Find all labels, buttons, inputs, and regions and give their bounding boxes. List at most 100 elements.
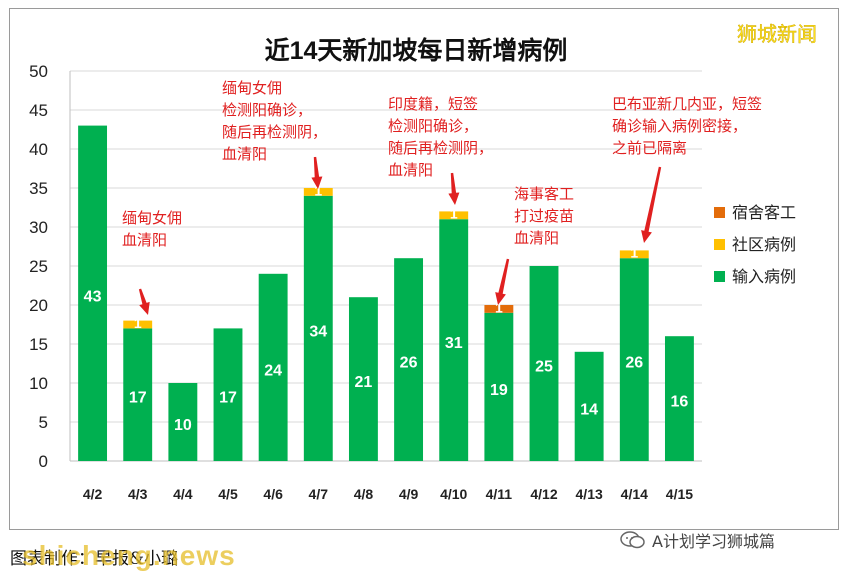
legend-label: 输入病例 [732,267,796,286]
y-tick-label: 0 [39,452,48,471]
bar-community [439,211,469,220]
annotation-arrow [138,288,150,315]
x-tick-label: 4/15 [666,486,693,502]
annotation-text: 血清阳 [514,229,559,247]
annotation-text: 检测阳确诊， [222,101,312,119]
annotation-arrow [448,172,460,205]
data-label: 14 [580,401,598,418]
y-tick-label: 40 [29,140,48,159]
x-tick-label: 4/7 [309,486,329,502]
y-tick-label: 30 [29,218,48,237]
chart-frame: 近14天新加坡每日新增病例 狮城新闻 0 5 10 15 20 25 30 35 40 45 50 … [9,8,839,530]
annotation-arrow [495,258,510,305]
bar-imported [213,328,243,461]
bar-imported [78,125,108,461]
annotation-text: 海事客工 [514,185,574,203]
data-label: 1 [630,245,638,261]
bar-imported [348,297,378,461]
y-tick-label: 5 [39,413,48,432]
x-tick-label: 4/3 [128,486,148,502]
bar-community [303,188,333,196]
y-axis: 0 5 10 15 20 25 30 35 40 45 50 [29,62,702,471]
wechat-account-name: A计划学习狮城篇 [652,532,775,551]
annotation-text: 巴布亚新几内亚，短签 [612,95,762,113]
data-label: 25 [535,359,553,376]
bar-imported [303,195,333,462]
data-label: 24 [264,362,282,379]
data-label: 17 [129,390,147,407]
x-tick-label: 4/5 [218,486,238,502]
data-label: 1 [134,315,142,331]
x-tick-label: 4/2 [83,486,103,502]
annotation-text: 之前已隔离 [612,139,687,157]
data-label: 21 [355,374,373,391]
annotation-text: 血清阳 [222,145,267,163]
data-label: 1 [450,206,458,222]
annotations: 缅甸女佣血清阳缅甸女佣检测阳确诊，随后再检测阴，血清阳印度籍，短签检测阳确诊，随… [122,79,762,315]
x-tick-label: 4/9 [399,486,419,502]
bar-imported [123,328,153,461]
bar-imported [529,266,559,461]
bar-dorm [484,305,514,313]
chart-title: 近14天新加坡每日新增病例 [265,36,568,65]
annotation-arrow [311,156,323,189]
wechat-account: A计划学习狮城篇 [620,528,775,552]
x-tick-label: 4/13 [576,486,603,502]
annotation-text: 缅甸女佣 [222,79,282,97]
x-tick-label: 4/14 [621,486,648,502]
bar-imported [258,273,288,461]
bar-imported [394,258,424,461]
site-watermark: shicheng.news [22,540,236,571]
y-tick-label: 10 [29,374,48,393]
y-tick-label: 15 [29,335,48,354]
legend-swatch [714,239,725,250]
bars: 43 17 1 10 17 24 34 1 21 26 31 1 19 1 25 14 26 1 16 [78,125,694,462]
data-label: 19 [490,382,508,399]
y-tick-label: 20 [29,296,48,315]
x-tick-label: 4/11 [486,486,513,502]
legend-swatch [714,207,725,218]
data-label: 10 [174,417,192,434]
bar-imported [574,351,604,461]
annotation-text: 打过疫苗 [514,207,574,225]
bar-imported [168,383,198,461]
data-label: 26 [625,355,643,372]
footer-credit: 图表制作：早报&小璐 [10,549,179,569]
annotation-text: 血清阳 [122,231,167,249]
x-tick-label: 4/6 [263,486,283,502]
x-axis: 4/2 4/3 4/4 4/5 4/6 4/7 4/8 4/9 4/10 4/11 4/12 4/13… [83,486,693,502]
annotation-text: 印度籍，短签 [388,95,478,113]
data-label: 16 [671,394,689,411]
y-tick-label: 35 [29,179,48,198]
data-label: 17 [219,390,237,407]
data-label: 34 [309,323,327,340]
bar-community [619,250,649,259]
y-tick-label: 45 [29,101,48,120]
bar-imported [664,336,694,461]
x-tick-label: 4/12 [530,486,557,502]
brand-logo-text: 狮城新闻 [737,22,817,46]
x-tick-label: 4/10 [440,486,467,502]
data-label: 43 [84,288,102,305]
data-label: 26 [400,355,418,372]
legend-label: 社区病例 [732,235,796,254]
bar-imported [619,258,649,461]
annotation-text: 血清阳 [388,161,433,179]
annotation-text: 随后再检测阴， [222,123,327,141]
y-tick-label: 50 [29,62,48,81]
annotation-text: 检测阳确诊， [388,117,478,135]
annotation-text: 随后再检测阴， [388,139,493,157]
bar-imported [484,312,514,461]
data-label: 1 [495,299,503,315]
annotation-arrow [641,166,662,243]
x-tick-label: 4/4 [173,486,193,502]
annotation-text: 确诊输入病例密接， [612,117,747,135]
stacked-bar-chart: 近14天新加坡每日新增病例 狮城新闻 05101520253035404550 … [29,22,817,502]
legend-swatch [714,271,725,282]
bar-community [123,320,153,329]
data-label: 31 [445,335,463,352]
annotation-text: 缅甸女佣 [122,209,182,227]
x-tick-label: 4/8 [354,486,374,502]
bar-imported [439,219,469,461]
